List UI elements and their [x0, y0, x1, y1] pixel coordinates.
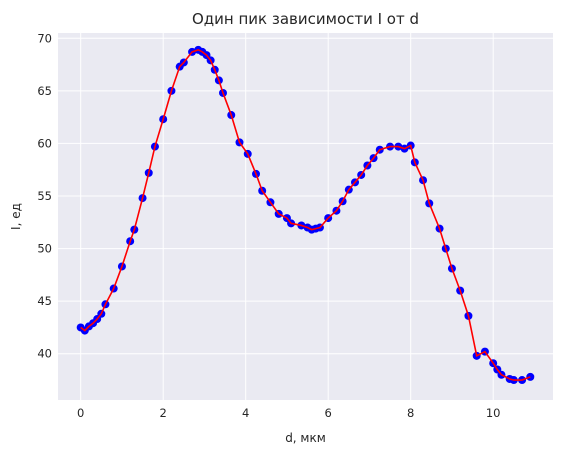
y-tick-label: 65 [37, 84, 52, 98]
x-tick-label: 8 [407, 406, 414, 420]
grid [58, 33, 553, 400]
y-axis-label: I, ед [9, 203, 23, 230]
y-tick-label: 55 [37, 189, 52, 203]
x-tick-label: 10 [486, 406, 501, 420]
y-tick-label: 70 [37, 31, 52, 45]
x-tick-label: 0 [77, 406, 84, 420]
y-tick-label: 40 [37, 347, 52, 361]
chart-title: Один пик зависимости I от d [192, 10, 419, 28]
series-line [80, 48, 531, 381]
x-tick-label: 2 [160, 406, 167, 420]
x-tick-label: 4 [242, 406, 249, 420]
y-tick-label: 50 [37, 242, 52, 256]
x-tick-label: 6 [325, 406, 332, 420]
tick-labels: 0 2 4 6 8 10 40 45 50 55 60 65 70 [37, 31, 500, 420]
y-tick-label: 60 [37, 136, 52, 150]
x-axis-label: d, мкм [285, 431, 326, 445]
y-tick-label: 45 [37, 294, 52, 308]
plot-area [58, 33, 553, 400]
